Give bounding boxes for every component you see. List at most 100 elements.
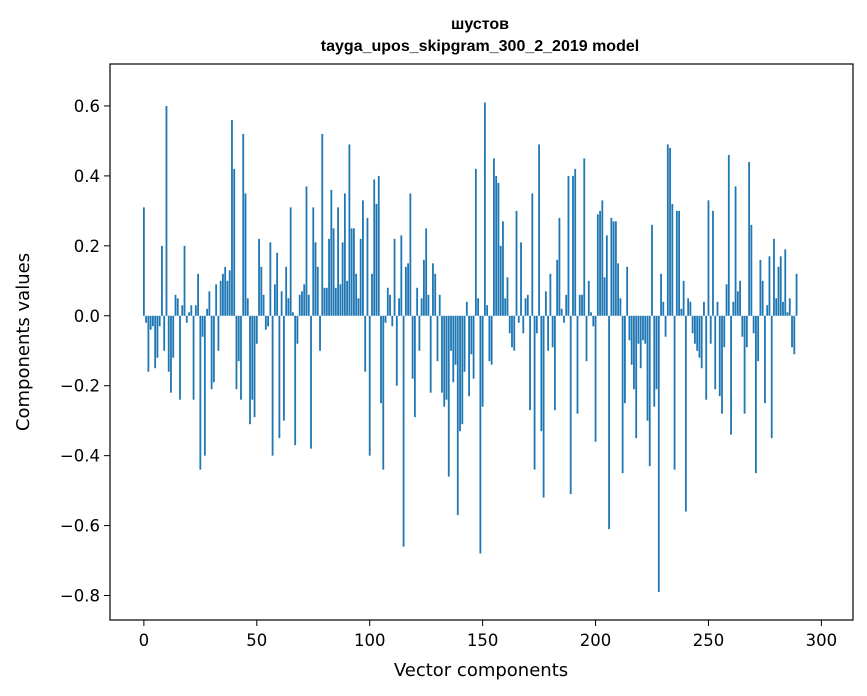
bar — [251, 315, 254, 400]
bar — [739, 280, 741, 316]
bar — [691, 315, 694, 334]
bar — [438, 294, 441, 316]
bar — [237, 315, 240, 362]
bar — [551, 315, 554, 348]
bar — [454, 315, 457, 365]
bar — [165, 105, 168, 316]
bar — [307, 294, 310, 316]
bar — [479, 315, 482, 554]
x-axis-label: Vector components — [394, 660, 568, 681]
bar — [206, 308, 209, 316]
bar — [770, 315, 773, 439]
bar — [273, 284, 276, 316]
bar — [754, 315, 757, 474]
bar — [644, 315, 647, 344]
bar — [192, 315, 195, 400]
bar — [669, 147, 671, 316]
bar — [287, 298, 290, 316]
bars-group — [142, 102, 798, 593]
bar — [149, 315, 152, 330]
bar — [427, 294, 430, 316]
bar — [495, 175, 498, 316]
bar — [752, 315, 755, 334]
bar — [671, 203, 674, 316]
bar — [323, 287, 326, 316]
bar — [576, 315, 579, 414]
bar — [373, 179, 376, 316]
bar — [585, 315, 588, 362]
bar — [386, 287, 389, 316]
bar — [316, 266, 319, 316]
bar — [280, 291, 283, 316]
bar — [725, 284, 728, 316]
bar — [567, 175, 570, 316]
bar — [657, 315, 660, 593]
bar — [303, 284, 306, 316]
bar — [183, 245, 186, 316]
bar — [768, 256, 771, 316]
bar — [371, 273, 373, 316]
bar — [328, 238, 330, 316]
bar — [210, 315, 213, 390]
bar — [703, 301, 705, 316]
x-tick-label: 250 — [693, 631, 725, 650]
bar — [759, 259, 762, 316]
bar — [450, 315, 452, 351]
bar — [260, 266, 263, 316]
bar — [368, 315, 371, 456]
bar — [764, 315, 766, 404]
bar — [788, 298, 791, 316]
bar — [508, 315, 511, 334]
bar — [488, 315, 491, 362]
bar — [233, 168, 236, 316]
bar — [407, 263, 410, 316]
bar — [269, 242, 272, 316]
bar — [366, 217, 369, 316]
bar — [678, 210, 681, 316]
bar — [637, 315, 640, 344]
bar — [515, 210, 518, 316]
bar — [188, 312, 190, 316]
bar — [718, 315, 721, 397]
bar — [305, 186, 308, 316]
bar — [608, 315, 610, 530]
bar — [395, 315, 398, 386]
y-tick-label: −0.2 — [60, 377, 100, 396]
bar — [524, 298, 527, 316]
bar — [411, 315, 414, 379]
chart-title: шустов — [451, 16, 509, 33]
bar — [775, 298, 778, 316]
bar — [350, 228, 353, 316]
bar — [246, 298, 249, 316]
bar — [219, 280, 222, 316]
bar — [321, 133, 324, 316]
bar — [359, 238, 362, 316]
bar — [660, 273, 662, 316]
bar — [292, 312, 294, 316]
bar — [208, 291, 211, 316]
bar — [605, 235, 608, 316]
bar — [190, 305, 193, 316]
bar — [714, 315, 717, 390]
bar — [445, 315, 448, 400]
bar — [694, 315, 696, 344]
bar — [404, 266, 407, 316]
bar — [581, 294, 583, 316]
bar — [330, 189, 333, 316]
bar — [416, 287, 419, 316]
bar — [222, 273, 224, 316]
bar — [267, 315, 269, 327]
bar — [569, 315, 572, 495]
bar — [673, 315, 676, 470]
axes-group: 0 50 100 150 200 250 300 −0.8 −0.6 −0.4 −0.2 0.0 0.2… — [60, 97, 837, 650]
bar — [750, 224, 753, 316]
bar — [301, 291, 303, 316]
bar — [319, 315, 321, 351]
y-tick-label: 0.4 — [74, 167, 100, 186]
bar — [493, 158, 495, 316]
bar — [314, 242, 317, 316]
bar — [194, 305, 197, 316]
bar — [761, 280, 764, 316]
bar — [278, 315, 281, 439]
